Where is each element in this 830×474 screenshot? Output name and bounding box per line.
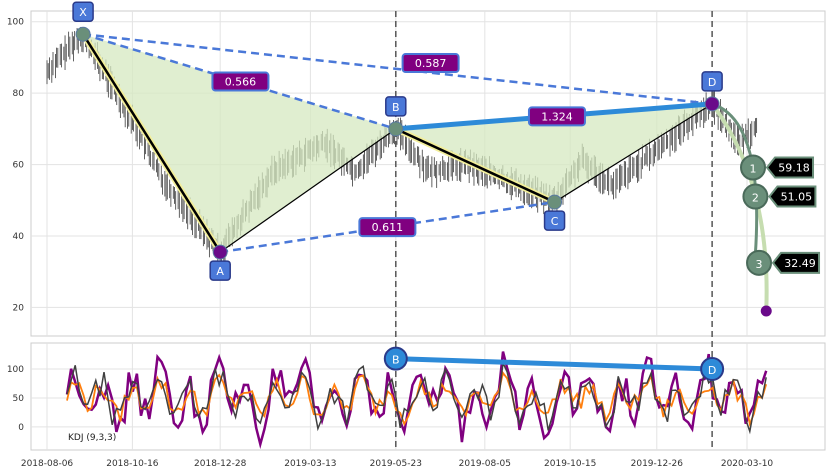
ratio-label: 0.611 [372,221,404,234]
point-D-box [701,71,723,92]
x-tick-label: 2018-10-16 [106,459,159,469]
kdj-label: KDJ (9,3,3) [68,433,116,443]
point-B-dot [388,121,404,137]
point-C-label: C [551,215,559,228]
kdj-point-B-label: B [392,354,400,367]
ratio-box [527,106,586,127]
x-tick-label: 2019-08-05 [459,459,511,469]
leg-XA [82,33,222,253]
y-tick-label: 100 [7,18,24,28]
point-C-box [543,210,566,231]
kdj-lines [65,351,768,450]
x-axis: 2018-08-06 2018-10-16 2018-12-28 2019-03-13… [21,459,774,469]
target-3-label: 3 [756,258,763,271]
leg-BC [395,127,556,204]
kdj-divergence-line [395,356,713,372]
annotations: X A B C D 0.566 0.587 0.611 1.324 1 59.18 2 51.05 3 32… [72,1,821,450]
y-tick-label: 20 [13,303,25,313]
kdj-point-D-circle [700,357,725,382]
x-tick-label: 2019-03-13 [284,459,336,469]
y-tick-label: 60 [13,161,25,171]
target-3-tag [771,251,821,274]
kdj-K-line [66,360,767,435]
point-D-label: D [708,76,716,89]
ratio-line-XD [82,32,713,106]
kdj-J-line [65,351,768,450]
target-2-value: 51.05 [781,191,813,204]
target-3-value: 32.49 [784,257,816,270]
x-tick-label: 2019-12-26 [631,459,684,469]
target-3-circle [746,249,773,276]
x-tick-label: 2019-05-23 [370,459,422,469]
harmonic-pattern [80,32,713,254]
x-tick-label: 2019-10-15 [544,459,596,469]
ratio-box [401,53,460,74]
xab-triangle [83,34,396,253]
target-2-label: 2 [752,192,759,205]
target-arc [711,102,759,269]
y-axis-price: 20 40 60 80 100 [7,18,24,314]
ratio-box [358,217,417,238]
ratio-box [211,71,270,92]
point-X-box [72,1,94,22]
y-tick-label: 50 [13,394,25,404]
leg-CD [554,103,713,203]
target-1-value: 59.18 [778,162,810,175]
x-tick-label: 2018-12-28 [194,459,247,469]
y-tick-label: 0 [18,423,24,433]
ratio-label: 0.566 [225,76,257,89]
point-D-dot [704,96,720,112]
y-axis-kdj: 0 50 100 [7,365,24,433]
kdj-point-B-circle [383,346,408,371]
point-B-box [385,96,407,117]
target-1-tag [765,156,815,179]
target-1-label: 1 [750,163,757,176]
x-tick-label: 2020-03-10 [721,459,774,469]
point-A-dot [212,244,228,260]
point-A-box [209,260,231,281]
point-B-label: B [392,101,400,114]
y-tick-label: 40 [13,232,25,242]
x-tick-label: 2018-08-06 [21,459,74,469]
point-X-label: X [79,6,87,19]
target-2-circle [742,183,769,210]
target-1-circle [740,154,767,181]
point-A-label: A [216,265,224,278]
y-tick-label: 80 [13,89,25,99]
target-2-tag [768,185,817,208]
leg-AB [219,128,397,253]
ratio-label: 1.324 [541,110,573,123]
bcd-triangle [395,103,713,203]
kdj-point-D-label: D [708,364,716,377]
point-X-dot [75,26,91,42]
ratio-label: 0.587 [415,57,447,70]
projection-end-dot [760,305,772,317]
y-tick-label: 100 [7,365,24,375]
point-C-dot [547,194,563,210]
